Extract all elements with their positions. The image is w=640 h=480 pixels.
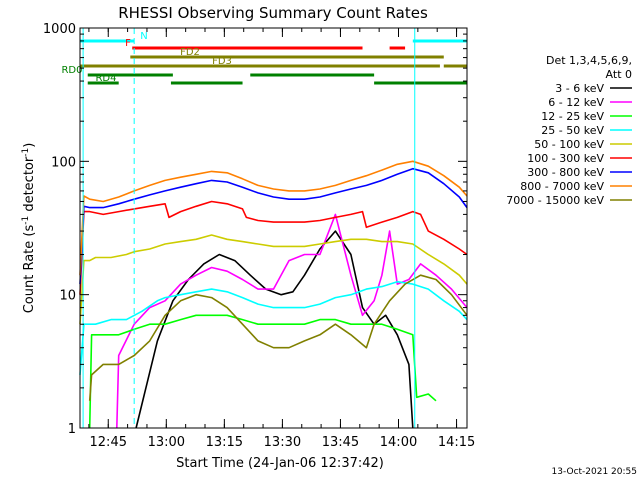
legend-header-line-1: Det 1,3,4,5,6,9, [546, 54, 632, 67]
series-line-300-800-kev [79, 167, 468, 285]
legend-label-100-300-kev: 100 - 300 keV [527, 152, 604, 165]
legend-label-25-50-kev: 25 - 50 keV [541, 124, 604, 137]
y-tick-label: 10 [59, 289, 76, 304]
y-axis-title-superscript-1: -1 [21, 216, 31, 225]
x-tick-label: 14:15 [438, 435, 475, 450]
x-axis: 12:45 13:00 13:15 13:30 13:45 14:00 14:15 [88, 28, 475, 450]
y-tick-label: 1 [68, 422, 76, 437]
flag-label-fd2: FD2 [180, 47, 200, 58]
y-axis-title: Count Rate (s-1 detector-1) [21, 143, 37, 314]
series-line-25-50-kev [79, 280, 468, 375]
series-traces [79, 160, 468, 429]
legend-label-6-12-kev: 6 - 12 keV [548, 96, 604, 109]
y-axis: 1 10 100 1000 [43, 22, 467, 437]
series-line-6-12-kev [116, 213, 468, 429]
legend-label-300-800-kev: 300 - 800 keV [527, 166, 604, 179]
series-line-50-100-kev [79, 234, 468, 325]
flag-label-f: F [125, 38, 131, 49]
x-axis-title: Start Time (24-Jan-06 12:37:42) [176, 456, 384, 471]
y-tick-label: 100 [51, 155, 76, 170]
y-axis-title-superscript-2: -1 [21, 148, 31, 157]
x-tick-label: 13:00 [148, 435, 185, 450]
plot-frame [79, 27, 468, 429]
flag-label-n: N [140, 31, 147, 42]
series-line-12-25-kev [88, 314, 437, 429]
x-tick-label: 14:00 [380, 435, 417, 450]
x-tick-label: 13:45 [322, 435, 359, 450]
x-tick-label: 13:30 [264, 435, 301, 450]
flag-bars: NF FD2 FD3 RD0 RD4 [61, 31, 467, 85]
legend-label-800-7000-kev: 800 - 7000 keV [520, 180, 604, 193]
flag-label-fd3: FD3 [212, 56, 232, 67]
legend-header-line-2: Att 0 [606, 68, 632, 81]
series-line-7000-15000-kev [88, 274, 468, 401]
legend-label-12-25-kev: 12 - 25 keV [541, 110, 604, 123]
legend-label-7000-15000-kev: 7000 - 15000 keV [506, 194, 604, 207]
x-tick-label: 13:15 [206, 435, 243, 450]
legend-label-3-6-kev: 3 - 6 keV [555, 82, 604, 95]
x-tick-label: 12:45 [90, 435, 127, 450]
legend-label-50-100-kev: 50 - 100 keV [534, 138, 604, 151]
series-line-800-7000-kev [79, 160, 468, 276]
series-line-100-300-kev [79, 200, 468, 295]
series-line-3-6-kev [135, 230, 414, 429]
flag-label-rd4: RD4 [95, 73, 116, 84]
chart-title: RHESSI Observing Summary Count Rates [118, 4, 428, 22]
date-stamp: 13-Oct-2021 20:55 [552, 467, 637, 477]
y-tick-label: 1000 [43, 22, 76, 37]
flag-label-rd0: RD0 [61, 65, 82, 76]
